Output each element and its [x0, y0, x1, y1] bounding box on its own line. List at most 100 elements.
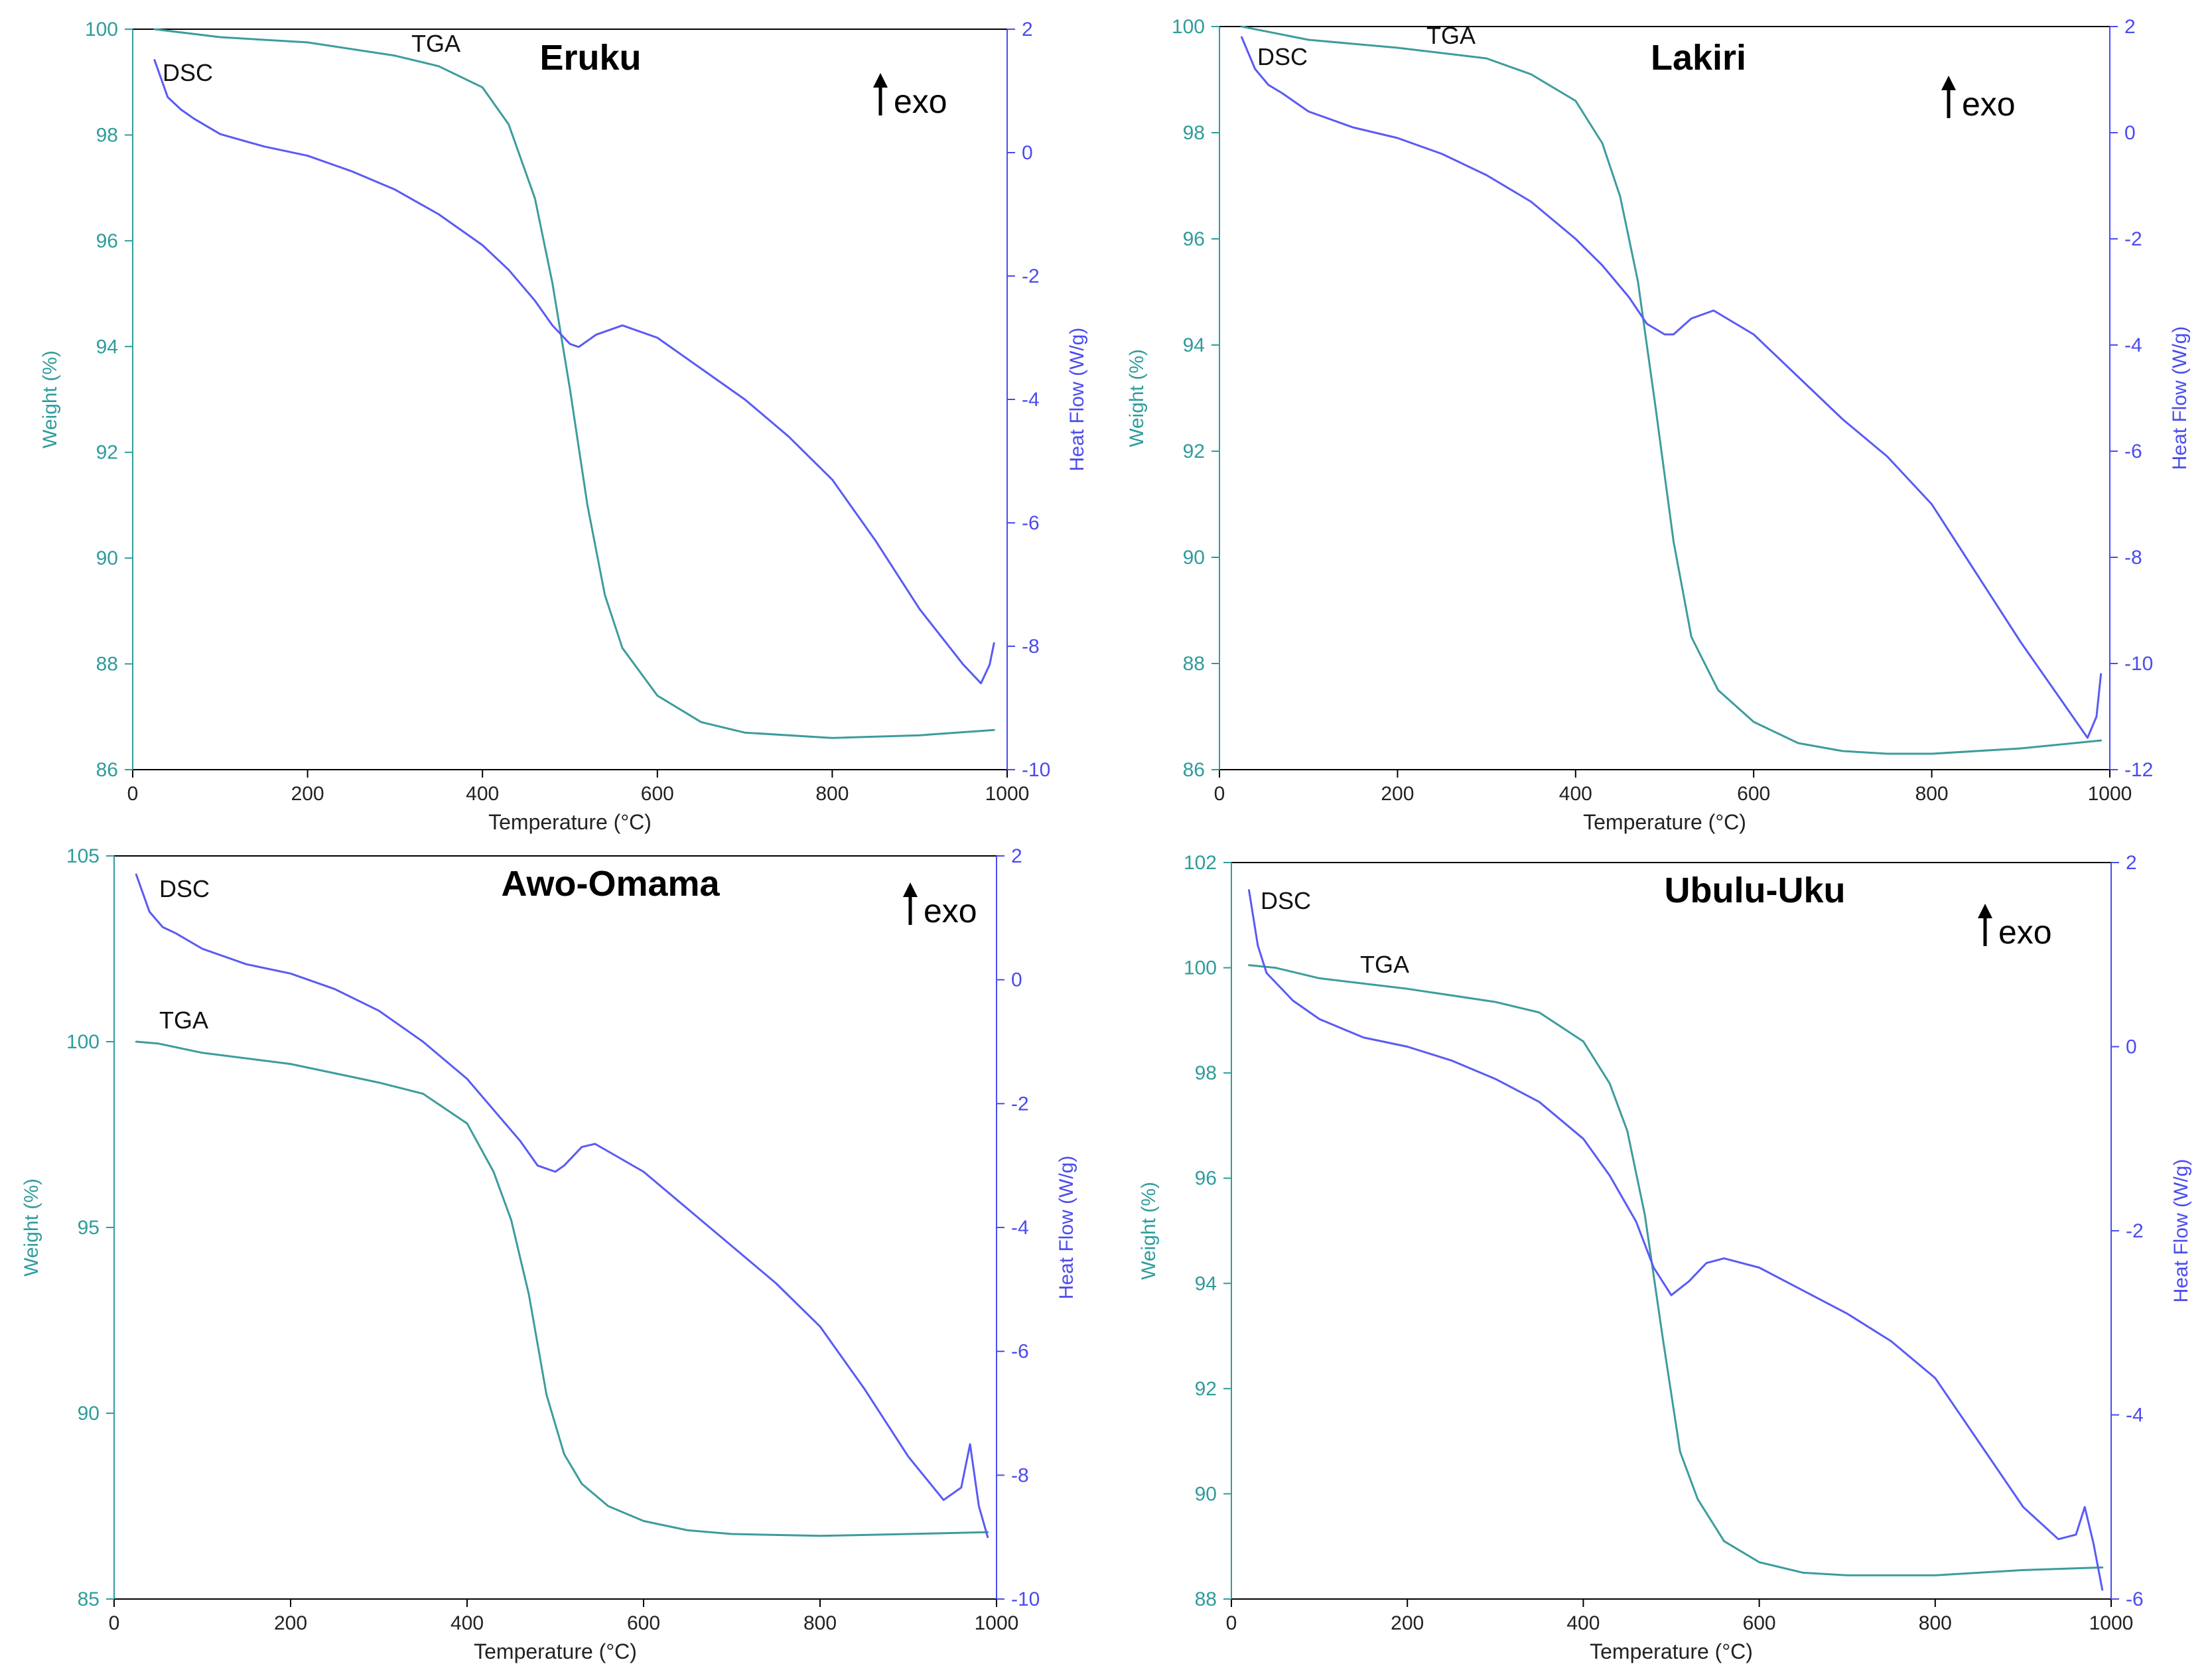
x-tick-label: 0	[1226, 1612, 1237, 1634]
y2-tick-label: 0	[1011, 969, 1022, 991]
x-tick-label: 0	[127, 783, 139, 805]
y-tick-label: 88	[96, 654, 118, 675]
x-tick-label: 200	[291, 783, 324, 805]
x-tick-label: 200	[1381, 783, 1414, 805]
y2-tick-label: 0	[1022, 142, 1033, 164]
y-tick-label: 100	[1172, 16, 1205, 38]
y-tick-label: 92	[1195, 1378, 1217, 1400]
x-tick-label: 800	[803, 1612, 837, 1634]
x-tick-label: 200	[274, 1612, 307, 1634]
y2-tick-label: -4	[1022, 389, 1040, 411]
y2-tick-label: -4	[1011, 1217, 1029, 1239]
x-axis-label: Temperature (°C)	[1590, 1639, 1753, 1663]
y2-tick-label: -2	[2126, 1220, 2144, 1242]
y-tick-label: 96	[1195, 1168, 1217, 1190]
y2-tick-label: -6	[2126, 1588, 2144, 1610]
x-axis-label: Temperature (°C)	[488, 810, 652, 834]
series-line-tga	[1241, 25, 2103, 755]
x-tick-label: 800	[1919, 1612, 1952, 1634]
exo-arrowhead-icon	[873, 73, 888, 88]
annotation-tga: TGA	[159, 1007, 208, 1034]
y-tick-label: 94	[1195, 1273, 1217, 1294]
y-tick-label: 94	[96, 336, 118, 358]
annotation-dsc: DSC	[1261, 887, 1311, 914]
y-tick-label: 90	[1195, 1483, 1217, 1505]
y2-tick-label: -12	[2124, 759, 2153, 781]
y-tick-label: 102	[1184, 852, 1217, 874]
chart-panel-eruku: 0 200 400 600 800 1000 86 88 90 92 94 96 98 100 -10 -8 -…	[39, 19, 1088, 834]
annotation-tga: TGA	[1360, 951, 1409, 978]
y2-tick-label: -10	[2124, 653, 2153, 675]
x-tick-label: 200	[1391, 1612, 1424, 1634]
y-axis-label: Weight (%)	[1138, 1182, 1160, 1280]
chart-title: Awo-Omama	[501, 864, 720, 904]
exo-label: exo	[1998, 914, 2052, 951]
exo-arrowhead-icon	[1941, 76, 1956, 90]
x-tick-label: 1000	[2088, 783, 2132, 805]
y2-axis-label: Heat Flow (W/g)	[1066, 328, 1088, 472]
y2-tick-label: -2	[1022, 265, 1040, 287]
chart-panel-lakiri: 0 200 400 600 800 1000 86 88 90 92 94 96 98 100 -12 -10…	[1126, 16, 2191, 834]
y-tick-label: 100	[85, 19, 118, 40]
series-line-dsc	[153, 59, 995, 685]
annotation-dsc: DSC	[1257, 43, 1308, 70]
y2-axis-label: Heat Flow (W/g)	[1056, 1156, 1077, 1300]
x-tick-label: 600	[641, 783, 674, 805]
x-tick-label: 400	[466, 783, 499, 805]
x-axis-label: Temperature (°C)	[474, 1639, 637, 1663]
series-line-dsc	[1241, 36, 2103, 739]
series-line-tga	[153, 28, 995, 739]
y2-tick-label: -2	[1011, 1093, 1029, 1115]
y-tick-label: 90	[1183, 547, 1205, 569]
y-tick-label: 95	[78, 1217, 100, 1239]
y-tick-label: 98	[1183, 122, 1205, 144]
x-tick-label: 800	[1915, 783, 1949, 805]
x-tick-label: 400	[450, 1612, 484, 1634]
y2-tick-label: -8	[1022, 636, 1040, 658]
x-tick-label: 600	[1743, 1612, 1776, 1634]
exo-label: exo	[924, 892, 977, 930]
y2-tick-label: -10	[1011, 1588, 1040, 1610]
chart-title: Eruku	[539, 38, 641, 78]
y-axis-label: Weight (%)	[39, 350, 61, 449]
y-tick-label: 86	[96, 759, 118, 781]
y2-tick-label: -4	[2126, 1405, 2144, 1427]
x-tick-label: 400	[1566, 1612, 1600, 1634]
y-tick-label: 100	[1184, 957, 1217, 979]
y2-tick-label: 2	[2124, 16, 2136, 38]
y-tick-label: 96	[96, 230, 118, 252]
y2-tick-label: -10	[1022, 759, 1050, 781]
series-line-tga	[135, 1040, 989, 1537]
y-tick-label: 105	[66, 845, 100, 867]
y2-tick-label: 2	[1011, 845, 1022, 867]
x-tick-label: 600	[1737, 783, 1770, 805]
y2-tick-label: -2	[2124, 228, 2142, 250]
exo-label: exo	[1962, 86, 2016, 123]
y2-tick-label: -4	[2124, 334, 2142, 356]
y2-tick-label: -6	[2124, 441, 2142, 462]
y-tick-label: 85	[78, 1588, 100, 1610]
y2-axis-label: Heat Flow (W/g)	[2170, 1159, 2192, 1303]
y-axis-label: Weight (%)	[1126, 349, 1148, 447]
chart-panel-ubulu-uku: 0 200 400 600 800 1000 88 90 92 94 96 98 100 102 -6 -4 -…	[1138, 852, 2192, 1663]
annotation-tga: TGA	[1426, 22, 1476, 49]
y2-axis-label: Heat Flow (W/g)	[2169, 326, 2191, 470]
y-tick-label: 98	[96, 124, 118, 146]
x-tick-label: 0	[1214, 783, 1225, 805]
y2-tick-label: 0	[2126, 1036, 2137, 1058]
y-tick-label: 92	[1183, 441, 1205, 462]
exo-label: exo	[894, 83, 947, 120]
y-tick-label: 86	[1183, 759, 1205, 781]
x-tick-label: 0	[109, 1612, 120, 1634]
y-tick-label: 90	[78, 1403, 100, 1425]
chart-title: Lakiri	[1651, 38, 1746, 78]
y-tick-label: 90	[96, 547, 118, 569]
y-tick-label: 96	[1183, 228, 1205, 250]
annotation-tga: TGA	[411, 30, 460, 57]
x-tick-label: 600	[627, 1612, 660, 1634]
y2-tick-label: -8	[2124, 547, 2142, 569]
y2-tick-label: 2	[2126, 852, 2137, 874]
series-line-tga	[1248, 964, 2104, 1576]
y-tick-label: 88	[1195, 1588, 1217, 1610]
